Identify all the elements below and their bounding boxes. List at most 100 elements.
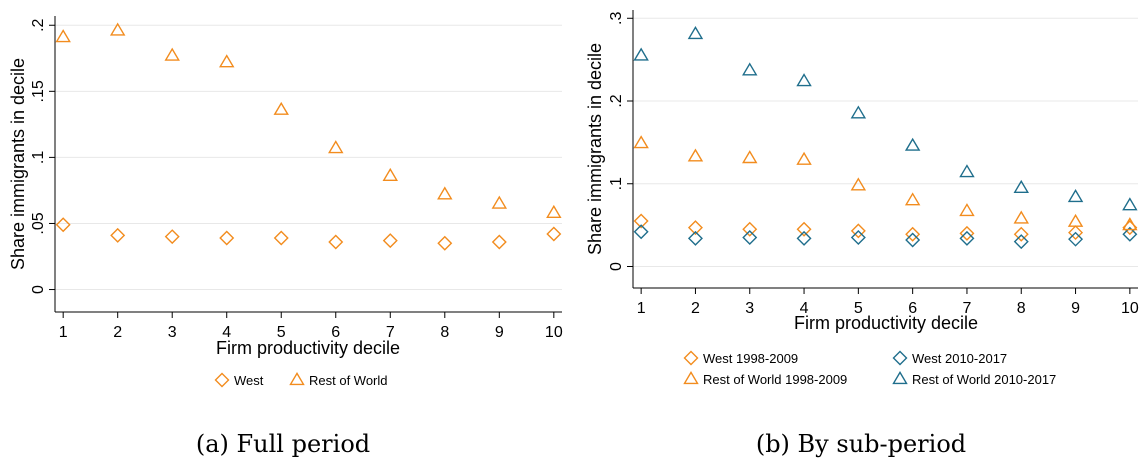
- legend-item-b-2: Rest of World 1998-2009: [683, 371, 847, 387]
- legend-label-b-3: Rest of World 2010-2017: [912, 372, 1056, 387]
- point-a-s0-0: [55, 217, 71, 233]
- point-b-s0-3: [796, 221, 812, 237]
- x-ticks-b: 1 2 3 4 5 6 7 8 9 10: [637, 288, 1139, 317]
- legend-marker-a-1: [289, 372, 305, 386]
- point-b-s1-8: [1068, 231, 1084, 247]
- point-b-s1-3: [796, 230, 812, 246]
- y-ticks-a: 0 .05 .1 .15 .2: [30, 18, 55, 294]
- caption-b: (b) By sub-period: [756, 430, 966, 458]
- point-a-s1-2: [164, 47, 180, 61]
- y-axis-label-a: Share immigrants in decile: [8, 58, 28, 270]
- x-ticks-a: 1 2 3 4 5 6 7 8 9 10: [59, 312, 563, 341]
- point-a-s0-2: [164, 229, 180, 245]
- x-axis-label-b: Firm productivity decile: [794, 313, 978, 333]
- legend-label-a-0: West: [234, 373, 264, 388]
- point-a-s0-1: [110, 227, 126, 243]
- point-b-s2-6: [959, 203, 975, 217]
- x-tick-label-a-0: 1: [59, 324, 68, 341]
- y-tick-label-a-3: .15: [30, 80, 47, 102]
- point-b-s3-8: [1067, 189, 1084, 203]
- x-tick-label-b-8: 9: [1071, 300, 1080, 317]
- caption-a: (a) Full period: [196, 430, 370, 458]
- marks-a: [55, 22, 562, 251]
- point-b-s0-4: [850, 223, 866, 239]
- x-tick-label-b-9: 10: [1121, 300, 1139, 317]
- point-a-s1-8: [491, 195, 508, 209]
- panel-b: 0 .1 .2 .3 1 2 3 4 5 6 7 8 9 10 Firm productivity de…: [585, 10, 1139, 458]
- x-tick-label-a-9: 10: [545, 324, 563, 341]
- point-b-s3-5: [904, 137, 921, 151]
- point-b-s1-6: [959, 230, 975, 246]
- panel-a: 0 .05 .1 .15 .2 1 2 3 4 5 6 7 8 9 10 Firm productivit…: [8, 16, 563, 458]
- point-b-s0-7: [1013, 226, 1029, 242]
- grid-a: [55, 24, 562, 291]
- x-tick-label-b-5: 6: [908, 300, 917, 317]
- point-b-s3-9: [1122, 197, 1138, 211]
- legend-item-a-1: Rest of World: [289, 372, 388, 388]
- point-b-s2-8: [1067, 213, 1084, 227]
- point-b-s2-0: [633, 135, 649, 149]
- point-b-s0-8: [1068, 225, 1084, 241]
- marks-b: [633, 26, 1138, 250]
- point-b-s2-5: [904, 192, 921, 206]
- point-b-s3-0: [633, 47, 649, 61]
- point-b-s2-4: [850, 177, 867, 191]
- point-b-s1-9: [1122, 226, 1138, 242]
- point-a-s0-5: [328, 234, 344, 250]
- x-tick-label-a-4: 5: [277, 324, 286, 341]
- point-b-s1-2: [742, 230, 758, 246]
- point-b-s2-3: [796, 151, 812, 165]
- x-tick-label-b-3: 4: [800, 300, 809, 317]
- y-axis-label-b: Share immigrants in decile: [585, 43, 605, 255]
- y-tick-label-a-2: .1: [30, 151, 47, 164]
- x-tick-label-b-4: 5: [854, 300, 863, 317]
- point-b-s3-4: [850, 105, 867, 119]
- point-b-s0-6: [959, 225, 975, 241]
- legend-marker-b-2: [683, 371, 699, 385]
- point-b-s1-4: [850, 230, 866, 246]
- x-tick-label-a-6: 7: [386, 324, 395, 341]
- y-tick-label-a-4: .2: [30, 18, 47, 31]
- point-a-s1-9: [546, 204, 562, 218]
- point-b-s0-0: [633, 213, 649, 229]
- point-b-s1-5: [905, 232, 921, 248]
- x-axis-label-a: Firm productivity decile: [216, 338, 400, 358]
- point-b-s3-6: [959, 164, 975, 178]
- point-b-s2-1: [687, 148, 704, 162]
- legend-marker-a-0: [214, 372, 230, 388]
- point-b-s2-7: [1013, 210, 1029, 224]
- grid-b: [633, 17, 1138, 267]
- x-tick-label-b-1: 2: [691, 300, 700, 317]
- y-tick-label-b-0: 0: [608, 262, 625, 271]
- point-b-s3-7: [1013, 179, 1029, 193]
- legend-marker-b-1: [892, 350, 908, 366]
- point-a-s1-6: [382, 167, 399, 181]
- point-a-s1-5: [328, 140, 344, 154]
- point-a-s0-7: [437, 235, 453, 251]
- point-a-s1-4: [273, 101, 289, 115]
- x-tick-label-a-2: 3: [168, 324, 177, 341]
- point-b-s3-3: [796, 73, 812, 87]
- y-tick-label-a-0: 0: [30, 285, 47, 294]
- point-b-s1-0: [633, 224, 649, 240]
- x-tick-label-a-1: 2: [113, 324, 122, 341]
- legend-label-a-1: Rest of World: [309, 373, 388, 388]
- legend-a: West Rest of World: [214, 372, 388, 388]
- y-tick-label-b-2: .2: [608, 94, 625, 107]
- legend-item-b-3: Rest of World 2010-2017: [892, 371, 1056, 387]
- legend-item-b-1: West 2010-2017: [892, 350, 1007, 366]
- point-b-s1-1: [687, 230, 703, 246]
- point-b-s1-7: [1013, 234, 1029, 250]
- legend-label-b-0: West 1998-2009: [703, 351, 798, 366]
- y-ticks-b: 0 .1 .2 .3: [608, 12, 633, 271]
- legend-label-b-2: Rest of World 1998-2009: [703, 372, 847, 387]
- point-b-s2-9: [1122, 217, 1138, 231]
- legend-b: West 1998-2009 West 2010-2017 Rest of Worl…: [683, 350, 1056, 387]
- x-tick-label-a-5: 6: [331, 324, 340, 341]
- x-tick-label-a-8: 9: [495, 324, 504, 341]
- legend-item-b-0: West 1998-2009: [683, 350, 798, 366]
- point-a-s1-3: [218, 54, 235, 68]
- legend-item-a-0: West: [214, 372, 264, 388]
- y-tick-label-b-3: .3: [608, 12, 625, 25]
